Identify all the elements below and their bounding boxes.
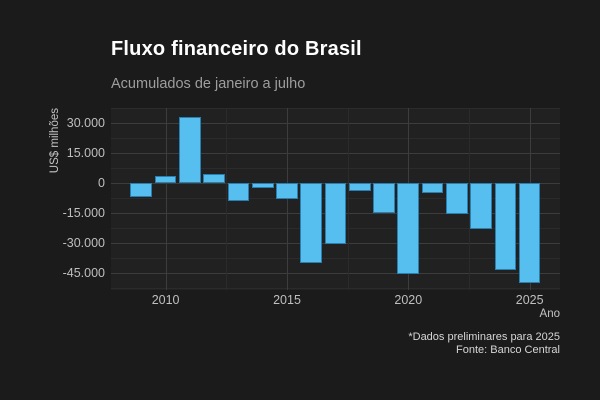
y-axis-tick-label: -30.000 [62, 236, 105, 251]
caption-line-source: Fonte: Banco Central [456, 344, 560, 356]
y-axis-tick-label: -15.000 [62, 206, 105, 221]
bar-2014 [251, 183, 274, 189]
gridline-horizontal-major [111, 123, 560, 125]
bar-2022 [445, 183, 468, 215]
caption-line-preliminary: *Dados preliminares para 2025 [408, 331, 560, 343]
y-axis-title: US$ milhões [49, 108, 61, 174]
gridline-horizontal-major [111, 153, 560, 155]
bar-2024 [494, 183, 517, 271]
gridline-horizontal-minor [111, 168, 560, 170]
gridline-horizontal-minor [111, 108, 560, 110]
y-axis-tick-label: 30.000 [66, 116, 105, 131]
bar-2018 [348, 183, 371, 191]
bar-2016 [300, 183, 323, 263]
bar-2010 [154, 175, 177, 184]
gridline-horizontal-major [111, 273, 560, 275]
bar-2013 [227, 183, 250, 202]
gridline-vertical-major [165, 108, 167, 290]
bar-2009 [130, 183, 153, 198]
gridline-vertical-minor [347, 108, 349, 290]
x-axis-tick-label: 2020 [394, 293, 423, 307]
chart-caption: *Dados preliminares para 2025 Fonte: Ban… [408, 331, 560, 357]
chart-subtitle: Acumulados de janeiro a julho [111, 76, 306, 92]
gridline-horizontal-minor [111, 138, 560, 140]
page-title: Fluxo financeiro do Brasil [111, 38, 362, 60]
bar-2017 [324, 183, 347, 245]
x-axis-tick-label: 2010 [151, 293, 180, 307]
bar-2021 [421, 183, 444, 193]
bar-2011 [179, 117, 201, 184]
bar-2020 [397, 183, 420, 275]
gridline-vertical-minor [469, 108, 470, 290]
gridline-vertical-minor [226, 108, 228, 290]
bar-2012 [203, 174, 225, 184]
bar-2025 [518, 183, 541, 283]
x-axis-title: Ano [539, 308, 560, 320]
gridline-horizontal-minor [111, 288, 560, 290]
gridline-horizontal-minor [111, 258, 560, 260]
bar-2019 [373, 183, 395, 213]
bar-2023 [470, 183, 492, 230]
bar-2015 [276, 183, 298, 200]
x-axis-tick-label: 2025 [515, 293, 544, 307]
y-axis-tick-label: 15.000 [66, 146, 105, 161]
x-axis-tick-label: 2015 [273, 293, 301, 307]
y-axis-tick-label: -45.000 [62, 266, 105, 281]
y-axis-tick-label: 0 [98, 176, 105, 191]
